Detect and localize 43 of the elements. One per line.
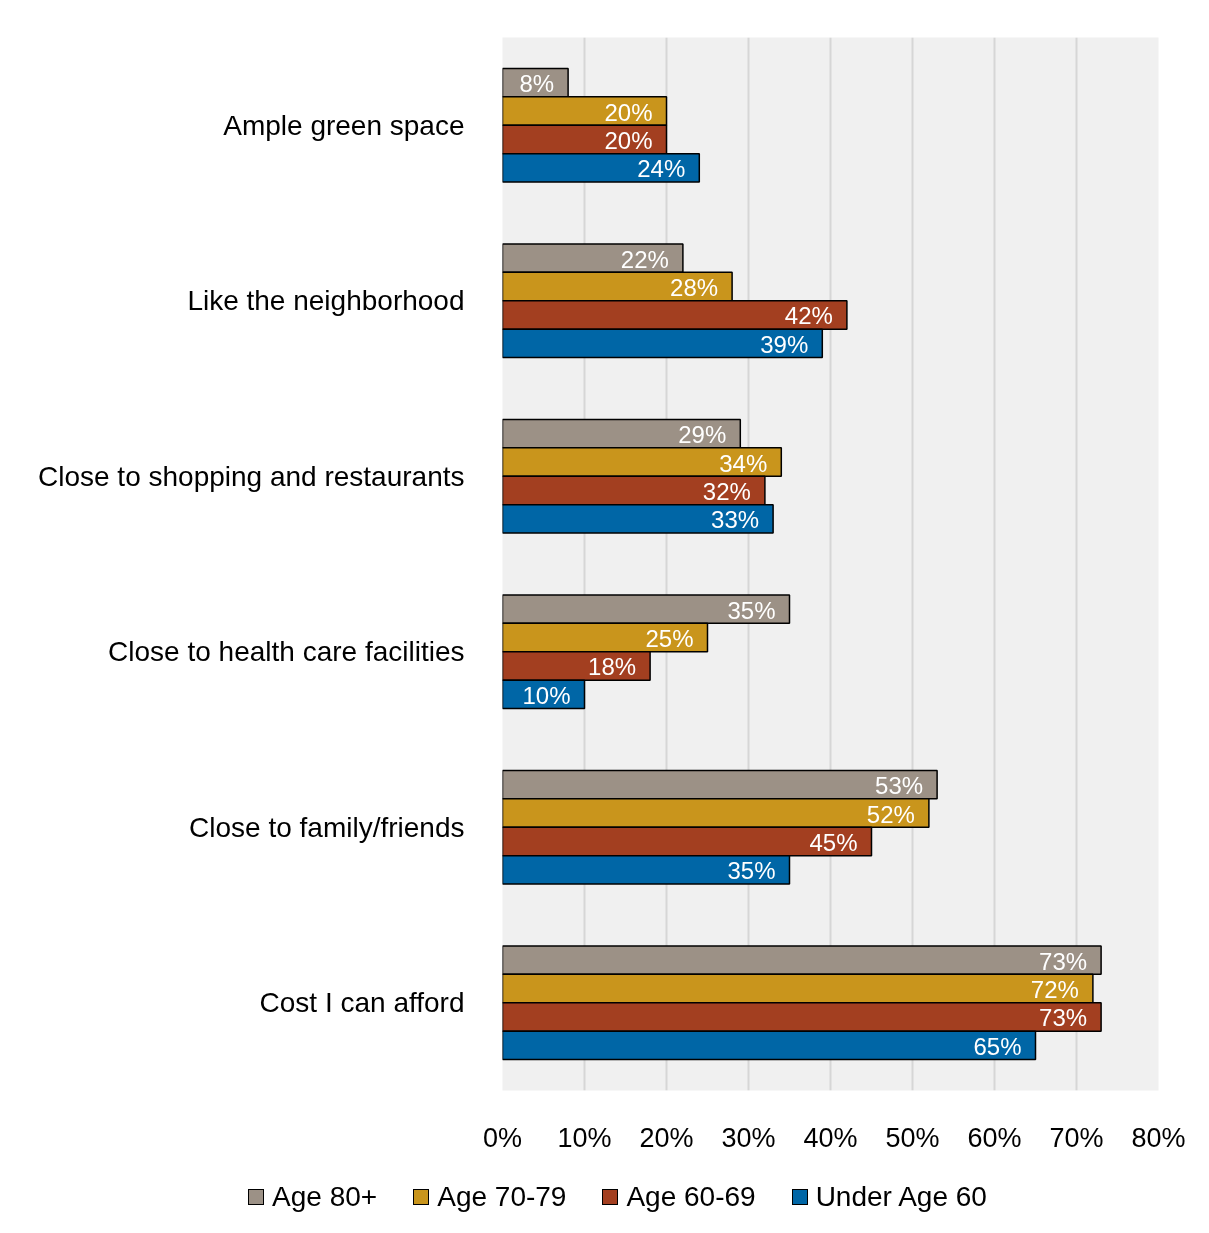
- data-label: 34%: [719, 449, 768, 477]
- data-label: 73%: [1039, 947, 1088, 975]
- y-tick-label: Ample green space: [223, 109, 465, 141]
- data-label: 52%: [866, 800, 915, 828]
- data-label: 35%: [727, 596, 776, 624]
- data-label: 25%: [645, 625, 694, 653]
- x-tick-label: 30%: [721, 1122, 776, 1153]
- data-label: 18%: [588, 653, 637, 681]
- x-tick-label: 10%: [557, 1122, 612, 1153]
- x-tick-label: 0%: [482, 1122, 523, 1153]
- legend-label: Under Age 60: [815, 1179, 987, 1214]
- data-label: 29%: [678, 421, 727, 449]
- data-label: 10%: [522, 681, 571, 709]
- x-tick-label: 60%: [967, 1122, 1022, 1153]
- legend-label: Age 70-79: [437, 1179, 567, 1214]
- data-label: 39%: [760, 330, 809, 358]
- x-tick-label: 80%: [1131, 1122, 1186, 1153]
- data-label: 65%: [973, 1032, 1022, 1060]
- data-label: 22%: [620, 245, 669, 273]
- x-tick-label: 50%: [885, 1122, 940, 1153]
- data-label: 73%: [1039, 1004, 1088, 1032]
- data-label: 45%: [809, 828, 858, 856]
- data-label: 42%: [784, 302, 833, 330]
- data-label: 28%: [670, 274, 719, 302]
- data-label: 53%: [875, 772, 924, 800]
- data-label: 72%: [1030, 976, 1079, 1004]
- y-tick-label: Close to family/friends: [189, 811, 465, 843]
- y-tick-label: Like the neighborhood: [187, 285, 465, 317]
- data-label: 32%: [702, 477, 751, 505]
- y-tick-label: Cost I can afford: [259, 987, 465, 1019]
- y-tick-label: Close to shopping and restaurants: [38, 460, 465, 492]
- legend-label: Age 60-69: [626, 1179, 756, 1214]
- x-tick-label: 20%: [639, 1122, 694, 1153]
- data-label: 33%: [711, 506, 760, 534]
- data-label: 20%: [604, 98, 653, 126]
- x-tick-label: 70%: [1049, 1122, 1104, 1153]
- data-label: 35%: [727, 857, 776, 885]
- legend-label: Age 80+: [272, 1179, 378, 1214]
- x-tick-label: 40%: [803, 1122, 858, 1153]
- data-label: 20%: [604, 126, 653, 154]
- y-tick-label: Close to health care facilities: [108, 636, 465, 668]
- data-label: 8%: [519, 70, 555, 98]
- data-label: 24%: [637, 155, 686, 183]
